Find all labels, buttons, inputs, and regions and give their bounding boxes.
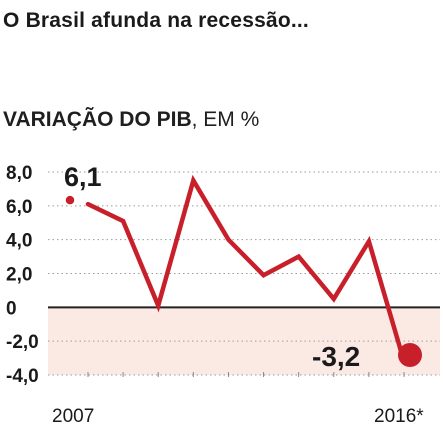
x-label-end: 2016* xyxy=(374,406,424,427)
start-value-label: 6,1 xyxy=(64,162,102,192)
y-tick-label: 0 xyxy=(6,298,17,319)
subtitle-bold: VARIAÇÃO DO PIB xyxy=(3,108,192,131)
y-tick-label: -2,0 xyxy=(6,332,39,353)
negative-region xyxy=(48,307,440,375)
y-tick-label: 6,0 xyxy=(6,197,32,218)
subtitle-unit: , EM % xyxy=(191,108,260,131)
y-tick-label: 4,0 xyxy=(6,231,32,252)
chart-headline: O Brasil afunda na recessão... xyxy=(3,9,309,32)
gdp-series-line xyxy=(85,174,407,364)
y-tick-label: 2,0 xyxy=(6,265,32,286)
y-tick-label: -4,0 xyxy=(6,366,39,387)
start-point-marker xyxy=(64,194,76,206)
end-value-label: -3,2 xyxy=(312,341,360,372)
y-tick-label: 8,0 xyxy=(6,163,32,184)
x-label-start: 2007 xyxy=(52,406,94,427)
end-point-marker xyxy=(398,343,422,367)
chart-subtitle: VARIAÇÃO DO PIB, EM % xyxy=(3,108,259,132)
